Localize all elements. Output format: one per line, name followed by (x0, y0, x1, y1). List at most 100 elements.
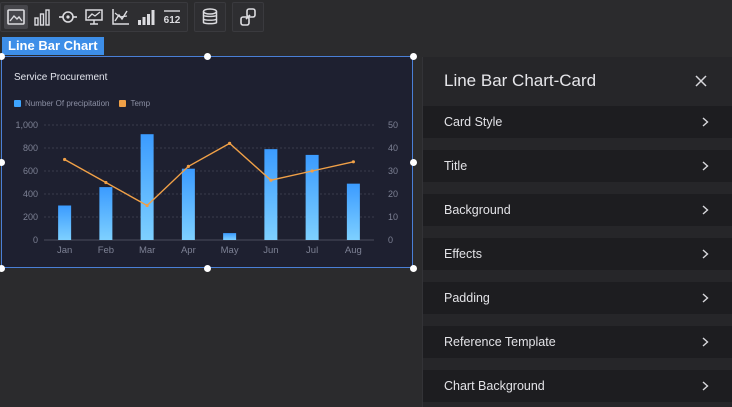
section-card-style[interactable]: Card Style (423, 106, 732, 138)
resize-handle-middle-left[interactable] (0, 159, 5, 166)
chart-grid (44, 124, 374, 241)
x-axis: Jan Feb Mar Apr May Jun Jul Aug (57, 245, 362, 256)
bar-series (58, 134, 360, 240)
x-tick-label: Jun (263, 245, 278, 256)
x-tick-label: Jan (57, 245, 72, 256)
chart-card[interactable]: Service Procurement Number Of precipitat… (2, 57, 412, 267)
bar-aug[interactable] (346, 183, 360, 240)
y-right-tick-label: 40 (388, 143, 398, 153)
legend-swatch-precipitation (14, 100, 21, 107)
y-left-tick-label: 0 (33, 235, 38, 245)
stepped-bar-icon[interactable] (134, 5, 158, 29)
y-axis-right: 0 10 20 30 40 50 (388, 120, 398, 245)
chevron-right-icon (702, 117, 709, 127)
bar-chart-icon[interactable] (30, 5, 54, 29)
close-icon[interactable] (692, 72, 710, 90)
section-chart-background[interactable]: Chart Background (423, 370, 732, 402)
legend-item-temp[interactable]: Temp (119, 99, 150, 108)
panel-header: Line Bar Chart-Card (423, 57, 732, 105)
y-right-tick-label: 20 (388, 189, 398, 199)
y-left-tick-label: 600 (23, 166, 38, 176)
x-tick-label: Jul (306, 245, 318, 256)
section-effects[interactable]: Effects (423, 238, 732, 270)
legend-item-precipitation[interactable]: Number Of precipitation (14, 99, 109, 108)
resize-handle-top-left[interactable] (0, 53, 5, 60)
panel-sections: Card Style Title Background Effects Padding R… (423, 106, 732, 407)
pie-target-icon[interactable] (56, 5, 80, 29)
legend-label-temp: Temp (130, 99, 151, 108)
bar-may[interactable] (223, 233, 237, 240)
component-label[interactable]: Line Bar Chart (2, 37, 104, 55)
chart-type-toolbar-group: 612 (0, 2, 188, 32)
resize-handle-bottom-left[interactable] (0, 265, 5, 272)
x-tick-label: Aug (345, 245, 362, 256)
temp-point-jul[interactable] (310, 169, 314, 173)
temp-line (64, 142, 354, 207)
y-left-tick-label: 200 (23, 212, 38, 222)
bar-mar[interactable] (140, 134, 154, 240)
link-toolbar-group (232, 2, 264, 32)
chevron-right-icon (702, 293, 709, 303)
temp-point-may[interactable] (228, 141, 232, 145)
resize-handle-bottom-center[interactable] (204, 265, 211, 272)
chevron-right-icon (702, 381, 709, 391)
resize-handle-top-right[interactable] (410, 53, 417, 60)
bar-jan[interactable] (58, 205, 72, 241)
chevron-right-icon (702, 249, 709, 259)
section-title[interactable]: Title (423, 150, 732, 182)
toolbar: 612 (0, 0, 270, 34)
section-label: Background (444, 203, 511, 217)
section-label: Padding (444, 291, 490, 305)
bar-apr[interactable] (181, 168, 195, 240)
bar-jul[interactable] (305, 154, 319, 240)
temp-point-jan[interactable] (63, 157, 67, 162)
section-label: Title (444, 159, 468, 173)
database-icon[interactable] (198, 5, 222, 29)
y-left-tick-label: 800 (23, 143, 38, 153)
axis-line-icon[interactable] (108, 5, 132, 29)
y-axis-left: 0 200 400 600 800 1,000 (15, 120, 38, 245)
line-bar-chart: 0 200 400 600 800 1,000 0 10 20 30 40 50 Jan Feb Mar… (15, 120, 398, 256)
panel-title: Line Bar Chart-Card (444, 71, 597, 90)
temp-point-mar[interactable] (145, 203, 149, 208)
y-right-tick-label: 50 (388, 120, 398, 130)
section-label: Effects (444, 247, 482, 261)
bar-jun[interactable] (264, 149, 278, 240)
temp-point-feb[interactable] (104, 180, 108, 185)
section-reference-template[interactable]: Reference Template (423, 326, 732, 358)
number-icon[interactable]: 612 (160, 5, 184, 29)
temp-point-apr[interactable] (186, 164, 190, 168)
line-board-icon[interactable] (82, 5, 106, 29)
y-right-tick-label: 0 (388, 235, 393, 245)
chart-legend: Number Of precipitation Temp (14, 99, 160, 108)
temp-point-aug[interactable] (351, 160, 355, 164)
x-tick-label: May (221, 245, 239, 256)
bar-feb[interactable] (99, 187, 113, 240)
y-left-tick-label: 1,000 (15, 120, 38, 130)
chevron-right-icon (702, 161, 709, 171)
chevron-right-icon (702, 337, 709, 347)
temp-point-jun[interactable] (269, 178, 273, 182)
number-icon-text: 612 (164, 15, 181, 26)
x-tick-label: Feb (98, 245, 114, 256)
section-padding[interactable]: Padding (423, 282, 732, 314)
resize-handle-middle-right[interactable] (410, 159, 417, 166)
x-tick-label: Mar (139, 245, 155, 256)
properties-panel: Line Bar Chart-Card Card Style Title Backg… (422, 57, 732, 407)
data-toolbar-group (194, 2, 226, 32)
link-icon[interactable] (236, 5, 260, 29)
image-chart-icon[interactable] (4, 5, 28, 29)
card-title: Service Procurement (14, 72, 108, 83)
y-right-tick-label: 10 (388, 212, 398, 222)
section-label: Chart Background (444, 379, 545, 393)
y-right-tick-label: 30 (388, 166, 398, 176)
x-tick-label: Apr (181, 245, 196, 256)
section-background[interactable]: Background (423, 194, 732, 226)
line-series (63, 141, 355, 208)
selection-frame (1, 56, 413, 268)
section-label: Card Style (444, 115, 503, 129)
y-left-tick-label: 400 (23, 189, 38, 199)
legend-swatch-temp (119, 100, 127, 107)
resize-handle-bottom-right[interactable] (410, 265, 417, 272)
resize-handle-top-center[interactable] (204, 53, 211, 60)
